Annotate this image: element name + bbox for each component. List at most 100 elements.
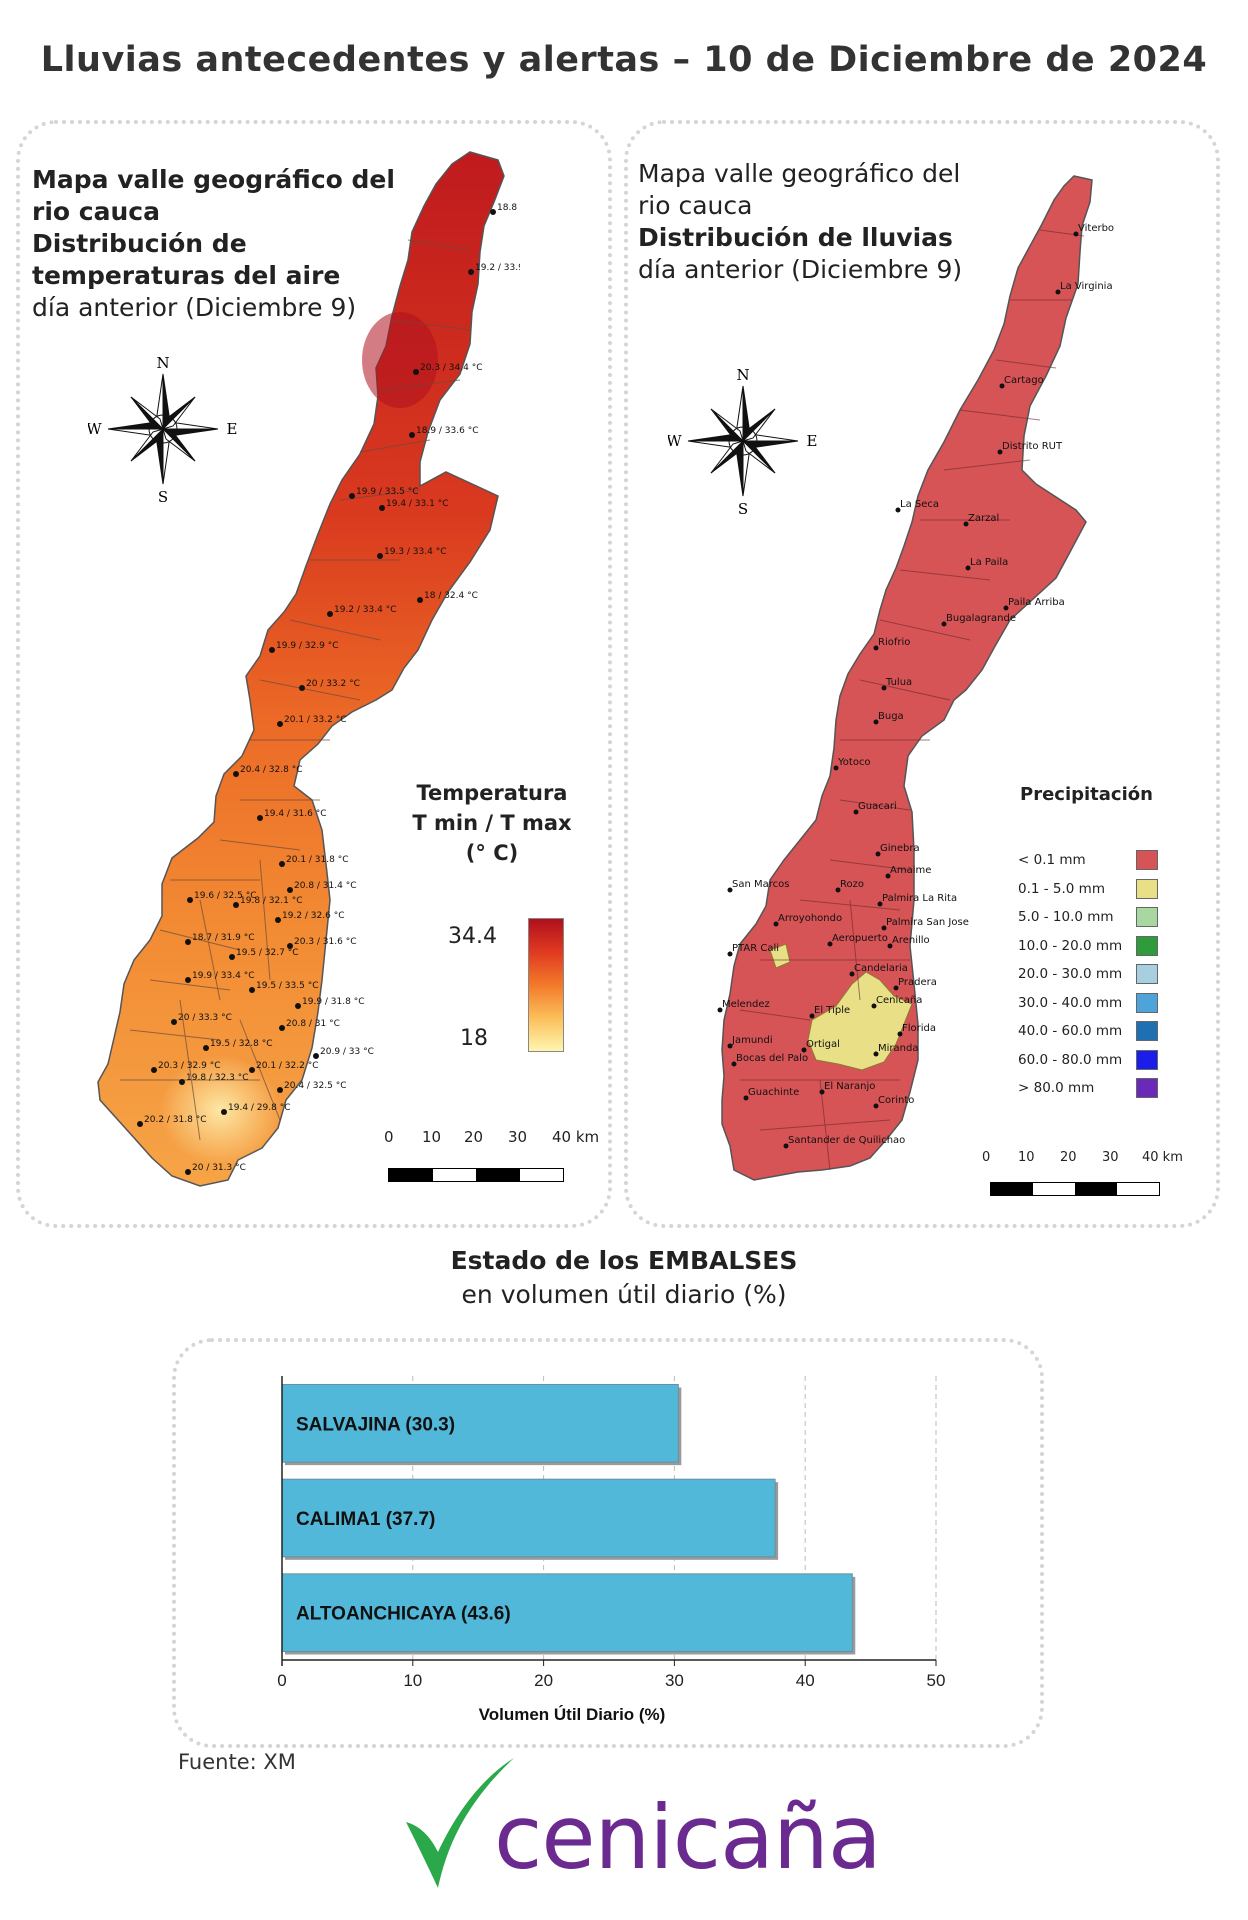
- precipitation-legend-swatch: [1136, 935, 1158, 956]
- station-label: 19.4 / 33.1 °C: [386, 499, 448, 509]
- bar-label: CALIMA1 (37.7): [296, 1509, 435, 1530]
- temp-scale-bar: [388, 1168, 564, 1182]
- compass-w: W: [88, 420, 102, 438]
- town-point: [727, 951, 733, 957]
- station-point: [279, 861, 285, 867]
- precipitation-legend: < 0.1 mm 0.1 - 5.0 mm 5.0 - 10.0 mm 10.0 - …: [1018, 850, 1158, 1107]
- logo-text: cenicaña: [494, 1786, 882, 1889]
- town-label: El Naranjo: [824, 1081, 875, 1092]
- station-point: [185, 977, 191, 983]
- low-rain-zone: [807, 971, 913, 1071]
- town-point: [801, 1047, 807, 1053]
- precipitation-legend-swatch: [1136, 1078, 1158, 1098]
- town-label: La Seca: [900, 499, 939, 510]
- town-label: La Virginia: [1060, 281, 1113, 292]
- town-point: [853, 809, 859, 815]
- station-point: [313, 1053, 319, 1059]
- compass-n: N: [736, 366, 749, 384]
- town-label: Aeropuerto: [832, 933, 888, 944]
- town-label: Arroyohondo: [778, 913, 842, 924]
- town-label: Santander de Quilichao: [788, 1135, 905, 1146]
- station-label: 19.5 / 32.7 °C: [236, 948, 298, 958]
- station-point: [269, 647, 275, 653]
- station-label: 20.4 / 32.5 °C: [284, 1081, 346, 1091]
- legend-line-3: (° C): [465, 841, 519, 865]
- precipitation-legend-item: 20.0 - 30.0 mm: [1018, 964, 1158, 993]
- town-label: Tulua: [885, 677, 912, 688]
- town-label: PTAR Cali: [732, 943, 779, 954]
- bar-label: ALTOANCHICAYA (43.6): [296, 1604, 511, 1625]
- x-axis-label: Volumen Útil Diario (%): [479, 1705, 666, 1724]
- town-point: [1003, 605, 1009, 611]
- town-label: Pradera: [898, 977, 937, 988]
- station-point: [417, 597, 423, 603]
- town-point: [1055, 289, 1061, 295]
- station-label: 20.1 / 33.2 °C: [284, 715, 346, 725]
- scale-label-20: 20: [464, 1128, 484, 1146]
- station-point: [233, 902, 239, 908]
- temp-title-line-2: rio cauca: [32, 197, 160, 226]
- town-label: Corinto: [878, 1095, 914, 1106]
- precipitation-legend-label: 0.1 - 5.0 mm: [1018, 880, 1105, 897]
- compass-e: E: [227, 420, 238, 438]
- town-point: [873, 1051, 879, 1057]
- town-point: [873, 1103, 879, 1109]
- station-label: 19.9 / 33.5 °C: [356, 487, 418, 497]
- dams-title-bold: Estado de los EMBALSES: [450, 1246, 798, 1275]
- town-label: Paila Arriba: [1008, 597, 1065, 608]
- precipitation-legend-swatch: [1136, 1049, 1158, 1070]
- precipitation-legend-item: 0.1 - 5.0 mm: [1018, 878, 1158, 908]
- town-label: Guacari: [858, 801, 897, 812]
- station-point: [249, 987, 255, 993]
- station-point: [179, 1079, 185, 1085]
- town-point: [963, 521, 969, 527]
- station-point: [137, 1121, 143, 1127]
- town-label: Jamundi: [731, 1035, 773, 1046]
- valley-outline: [97, 151, 505, 1187]
- town-label: Rozo: [840, 879, 864, 890]
- town-point: [941, 621, 947, 627]
- town-point: [827, 941, 833, 947]
- rain-scale-bar: [990, 1182, 1160, 1196]
- station-point: [409, 432, 415, 438]
- dams-section-title: Estado de los EMBALSES en volumen útil d…: [0, 1244, 1248, 1312]
- scale-label-30: 30: [1102, 1150, 1119, 1165]
- station-label: 19.4 / 31.6 °C: [264, 809, 326, 819]
- precipitation-legend-item: 10.0 - 20.0 mm: [1018, 935, 1158, 965]
- precipitation-legend-label: 40.0 - 60.0 mm: [1018, 1023, 1123, 1039]
- station-point: [295, 1003, 301, 1009]
- station-label: 20 / 33.2 °C: [306, 679, 360, 689]
- logo-leaf-icon: [406, 1758, 514, 1888]
- scale-label-0: 0: [384, 1128, 394, 1146]
- x-tick-label: 10: [403, 1671, 422, 1690]
- low-rain-spot: [769, 943, 791, 969]
- precipitation-legend-label: 30.0 - 40.0 mm: [1018, 994, 1123, 1011]
- precipitation-legend-swatch: [1136, 992, 1158, 1013]
- town-point: [727, 887, 733, 893]
- compass-e: E: [807, 432, 818, 450]
- dams-bar-chart: SALVAJINA (30.3) CALIMA1 (37.7) ALTOANCHIC…: [277, 1376, 945, 1724]
- cenicana-logo: cenicaña: [396, 1752, 882, 1902]
- station-label: 20.1 / 31.8 °C: [286, 855, 348, 865]
- town-label: Amaime: [890, 865, 931, 876]
- station-point: [279, 1025, 285, 1031]
- town-point: [897, 1031, 903, 1037]
- hot-zone: [362, 312, 438, 408]
- rain-title-line-2: rio cauca: [638, 191, 753, 220]
- station-label: 20.9 / 33 °C: [320, 1047, 374, 1057]
- dams-chart-panel: [172, 1338, 1044, 1748]
- station-label: 19.2 / 32.6 °C: [282, 911, 344, 921]
- town-label: Miranda: [878, 1043, 918, 1054]
- town-label: Arenillo: [892, 935, 930, 946]
- station-label: 20.8 / 31 °C: [286, 1019, 340, 1029]
- rainfall-panel: [624, 120, 1220, 1228]
- station-label: 20.1 / 32.2 °C: [256, 1061, 318, 1071]
- temperature-panel-title: Mapa valle geográfico del rio cauca Dist…: [32, 164, 395, 324]
- town-point: [887, 943, 893, 949]
- town-point: [819, 1089, 825, 1095]
- legend-line-2: T min / T max: [412, 811, 572, 835]
- town-point: [873, 719, 879, 725]
- station-label: 19.8 / 32.3 °C: [186, 1073, 248, 1083]
- town-point: [871, 1003, 877, 1009]
- compass-s: S: [738, 500, 748, 516]
